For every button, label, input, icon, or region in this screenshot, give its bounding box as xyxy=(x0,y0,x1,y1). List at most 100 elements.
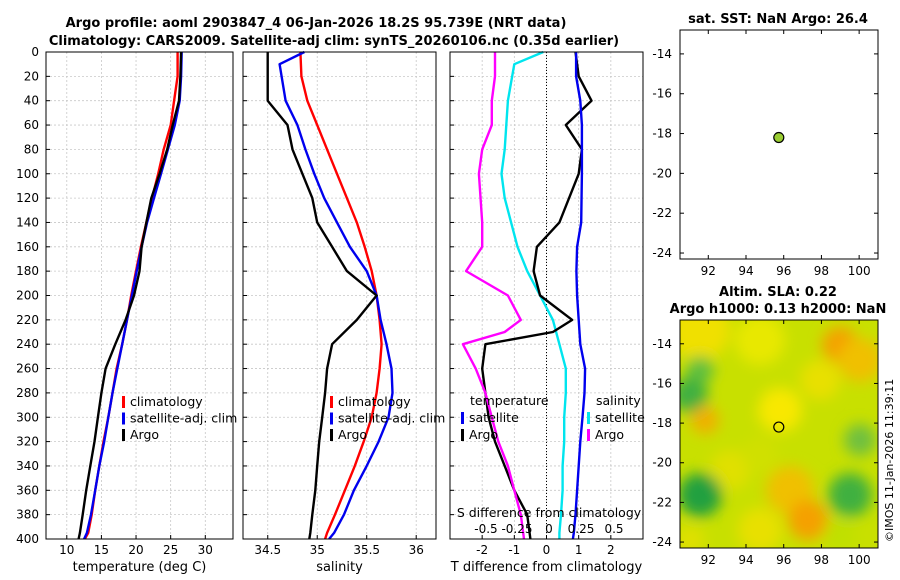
y-tick-label: 20 xyxy=(24,69,39,83)
x-tick-label: 94 xyxy=(738,264,753,278)
y-tick-label: 300 xyxy=(16,410,39,424)
legend-swatch xyxy=(587,412,590,424)
legend-swatch xyxy=(461,429,464,441)
sla-blob xyxy=(710,450,750,490)
x-tick-label-top: 0 xyxy=(545,522,553,536)
sla-blob xyxy=(800,360,840,400)
legend-swatch xyxy=(461,412,464,424)
x-axis-label: salinity xyxy=(316,560,363,575)
x-axis-label: T difference from climatology xyxy=(450,560,643,575)
y-tick-label: -22 xyxy=(652,206,672,220)
sla-blob xyxy=(828,473,872,517)
sla-blob xyxy=(735,320,785,365)
x-tick-label: -2 xyxy=(476,543,488,557)
sla-blob xyxy=(680,377,708,413)
y-tick-label: 320 xyxy=(16,435,39,449)
x-tick-label: 34.5 xyxy=(254,543,281,557)
x-tick-label: 20 xyxy=(128,543,143,557)
series-line-s-satellite xyxy=(571,52,587,540)
sla-blob xyxy=(824,519,856,548)
legend-swatch xyxy=(122,429,125,441)
sla-map-panel: 92 94 96 98 100 -14 -16 -18 -20 -22 -24 xyxy=(652,319,879,567)
x-tick-label: 30 xyxy=(198,543,213,557)
y-tick-label: -24 xyxy=(652,535,672,549)
y-tick-label: 400 xyxy=(16,532,39,546)
y-tick-label: 360 xyxy=(16,483,39,497)
legend-swatch xyxy=(330,429,333,441)
legend-label: climatology xyxy=(130,394,203,409)
x-axis-label: temperature (deg C) xyxy=(73,560,207,575)
legend-swatch xyxy=(330,412,333,425)
y-tick-label: 180 xyxy=(16,264,39,278)
x-tick-label: 98 xyxy=(814,553,829,567)
x-tick-label: 92 xyxy=(701,553,716,567)
x-tick-label: 98 xyxy=(814,264,829,278)
map-axes-box xyxy=(679,319,879,549)
sla-blob xyxy=(727,377,763,413)
y-tick-label: 40 xyxy=(24,94,39,108)
legend-label: Argo xyxy=(469,427,498,442)
x-tick-label: 100 xyxy=(848,553,871,567)
sla-blob xyxy=(788,500,828,540)
y-tick-label: 100 xyxy=(16,167,39,181)
x-tick-label: 35.5 xyxy=(353,543,380,557)
x-tick-label-top: 0.5 xyxy=(604,522,623,536)
y-tick-label: 380 xyxy=(16,508,39,522)
series-line-s-argo xyxy=(461,52,526,540)
legend-label: Argo xyxy=(595,427,624,442)
x-tick-label: 94 xyxy=(738,553,753,567)
x-tick-label-top: 0.25 xyxy=(568,522,595,536)
y-tick-label: 280 xyxy=(16,386,39,400)
y-tick-label: 340 xyxy=(16,459,39,473)
y-tick-label: -22 xyxy=(652,495,672,509)
y-tick-label: 60 xyxy=(24,118,39,132)
legend-swatch xyxy=(330,396,333,408)
title-line-2: Climatology: CARS2009. Satellite-adj cli… xyxy=(49,34,619,49)
y-tick-label: -14 xyxy=(652,337,672,351)
argo-position-marker xyxy=(773,131,785,144)
sla-blob xyxy=(680,473,722,517)
x-tick-label: 1 xyxy=(575,543,583,557)
x-tick-label: -1 xyxy=(508,543,520,557)
y-tick-label: 140 xyxy=(16,215,39,229)
imos-watermark: ©IMOS 11-Jan-2026 11:39:11 xyxy=(883,379,896,542)
argo-position-marker xyxy=(773,421,785,433)
x-tick-label: 96 xyxy=(776,553,791,567)
x-tick-label: 35 xyxy=(310,543,325,557)
difference-profile-panel: -2 -1 0 1 2 T difference from climatology temp… xyxy=(449,50,645,575)
y-tick-label: -14 xyxy=(652,47,672,61)
y-tick-label: 160 xyxy=(16,240,39,254)
legend-label: satellite-adj. clim xyxy=(338,411,445,426)
sla-blob xyxy=(680,320,730,360)
legend-label: satellite xyxy=(469,410,519,425)
legend-title-salinity: salinity xyxy=(596,393,641,408)
series-line-argo xyxy=(266,52,378,540)
sla-heatmap xyxy=(680,320,878,548)
legend-swatch xyxy=(122,412,125,425)
sla-title-1: Altim. SLA: 0.22 xyxy=(719,285,837,300)
sla-blob xyxy=(691,406,719,434)
sla-title-2: Argo h1000: 0.13 h2000: NaN xyxy=(670,302,887,317)
y-tick-label: -16 xyxy=(652,87,672,101)
y-tick-label: 240 xyxy=(16,337,39,351)
x-tick-label: 0 xyxy=(543,543,551,557)
y-tick-label: -18 xyxy=(652,416,672,430)
series-line-satellite-adj-clim xyxy=(278,50,394,540)
y-tick-label: 200 xyxy=(16,289,39,303)
x-axis-label-top: S difference from climatology xyxy=(457,505,642,520)
series-line-t-argo xyxy=(481,51,593,540)
sla-field xyxy=(680,320,878,548)
title-line-1: Argo profile: aoml 2903847_4 06-Jan-2026… xyxy=(66,16,567,31)
sla-blob xyxy=(844,424,876,456)
sla-blob xyxy=(738,508,782,548)
y-tick-label: -16 xyxy=(652,376,672,390)
legend-label: Argo xyxy=(130,427,159,442)
sla-blob xyxy=(742,437,778,473)
sla-blob xyxy=(680,526,704,548)
series-line-t-satellite xyxy=(500,50,567,539)
legend-label: satellite xyxy=(595,410,645,425)
x-tick-label-top: -0.5 xyxy=(474,522,497,536)
y-tick-label: 220 xyxy=(16,313,39,327)
y-tick-label: 0 xyxy=(31,45,39,59)
